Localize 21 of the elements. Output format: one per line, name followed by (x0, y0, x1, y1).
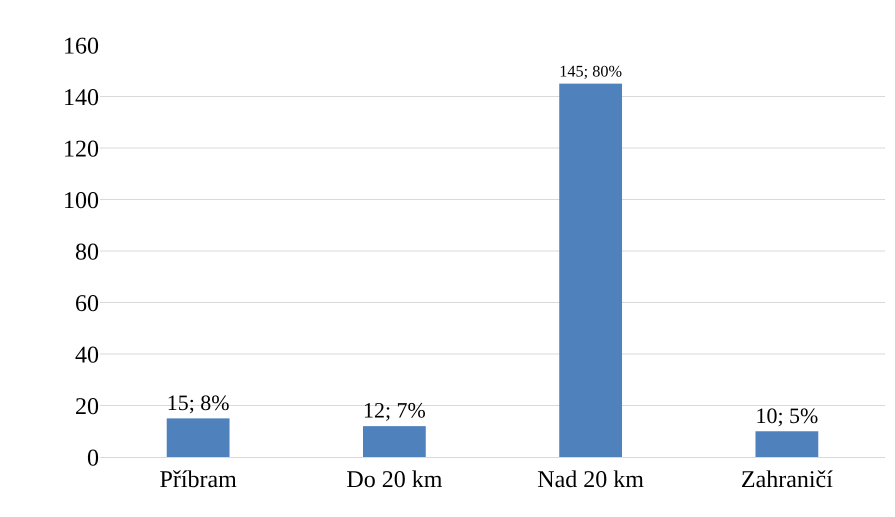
y-tick-label: 100 (63, 188, 99, 214)
x-tick-label: Do 20 km (346, 466, 443, 493)
data-label: 145; 80% (559, 62, 622, 81)
y-tick-label: 160 (63, 33, 99, 60)
data-label: 12; 7% (362, 398, 426, 423)
y-tick-label: 140 (63, 84, 99, 111)
y-tick-label: 120 (63, 136, 99, 162)
bar (559, 84, 622, 457)
y-tick-label: 0 (87, 445, 99, 472)
y-tick-label: 80 (75, 239, 99, 266)
y-tick-label: 60 (75, 290, 99, 317)
bar (755, 431, 818, 457)
x-tick-label: Zahraničí (740, 466, 834, 493)
bar (362, 426, 426, 457)
y-tick-label: 20 (75, 394, 99, 420)
x-tick-label: Příbram (159, 466, 238, 493)
data-label: 15; 8% (166, 390, 230, 415)
y-tick-label: 40 (75, 342, 99, 368)
x-tick-label: Nad 20 km (537, 466, 644, 493)
bar (166, 418, 230, 457)
data-label: 10; 5% (755, 402, 818, 428)
